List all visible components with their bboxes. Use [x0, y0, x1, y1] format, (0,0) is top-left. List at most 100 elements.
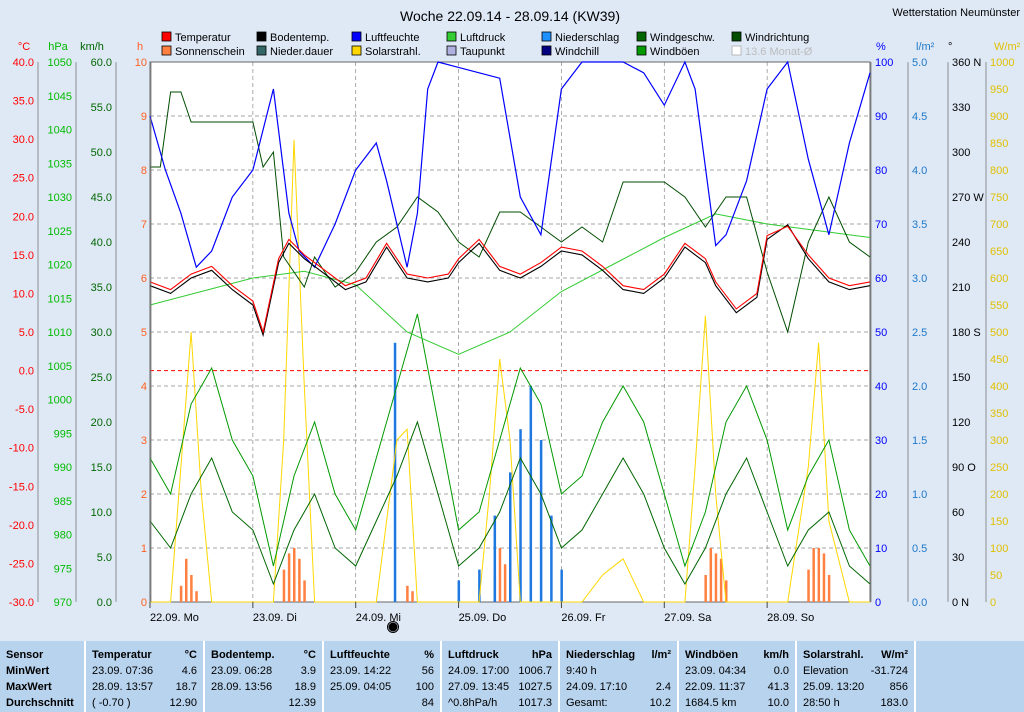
axis-tick-humidity: 50	[875, 327, 887, 339]
stats-label-min: MinWert	[6, 665, 50, 677]
axis-tick-solar: 850	[990, 138, 1008, 150]
axis-unit-humidity: %	[876, 41, 886, 53]
moon-phase-ring	[387, 621, 399, 633]
legend-label: 13.6 Monat-Ø	[745, 46, 813, 58]
axis-tick-sun: 1	[141, 543, 147, 555]
stats-cell-right: 0.0	[773, 665, 789, 677]
day-label: 27.09. Sa	[664, 612, 712, 624]
axis-tick-direction: 120	[952, 417, 970, 429]
stats-column: Bodentemp. °C 23.09. 06:28 3.9 28.09. 13:56 1…	[205, 641, 324, 712]
sunshine-bar	[498, 548, 502, 602]
stats-label-max: MaxWert	[6, 681, 52, 693]
axis-tick-wind: 50.0	[91, 147, 112, 159]
axis-tick-solar: 550	[990, 300, 1008, 312]
axis-tick-sun: 6	[141, 273, 147, 285]
axis-tick-solar: 0	[990, 597, 996, 609]
axis-tick-solar: 50	[990, 570, 1002, 582]
axis-tick-pressure: 1025	[48, 226, 72, 238]
stats-cell-right: 84	[421, 697, 434, 709]
stats-cell-right: 56	[421, 665, 434, 677]
sunshine-bar	[298, 558, 301, 602]
stats-cell-left: Bodentemp.	[211, 649, 275, 661]
axes: 40.035.030.025.020.015.010.05.00.0-5.0-1…	[9, 41, 1021, 609]
axis-tick-direction: 300	[952, 147, 970, 159]
wind-gust-line	[149, 313, 871, 568]
axis-tick-direction: 330	[952, 102, 970, 114]
axis-tick-temp: -25.0	[9, 558, 34, 570]
axis-tick-direction: 150	[952, 372, 970, 384]
weather-chart: 40.035.030.025.020.015.010.05.00.0-5.0-1…	[8, 7, 1021, 633]
legend-swatch	[256, 31, 267, 42]
axis-tick-humidity: 40	[875, 381, 887, 393]
axis-unit-direction: °	[948, 41, 952, 53]
sunshine-bar	[719, 558, 723, 602]
sunshine-bar	[827, 575, 831, 602]
axis-tick-temp: 25.0	[13, 173, 34, 185]
legend-swatch	[351, 45, 362, 56]
stats-cell-right: 10.2	[649, 697, 671, 709]
axis-tick-solar: 1000	[990, 57, 1014, 69]
axis-tick-direction: 240	[952, 237, 970, 249]
axis-tick-rain: 1.0	[912, 489, 927, 501]
axis-tick-rain: 4.5	[912, 111, 927, 123]
stats-column: Luftfeuchte% 23.09. 14:22 56 25.09. 04:05 10…	[324, 641, 442, 712]
sunshine-bar	[714, 553, 718, 602]
stats-cell-right: km/h	[763, 649, 789, 661]
sunshine-bar	[287, 553, 291, 602]
rain-bar	[457, 580, 461, 602]
axis-unit-rain: l/m²	[916, 41, 935, 53]
axis-tick-wind: 0.0	[97, 597, 112, 609]
axis-tick-humidity: 100	[875, 57, 893, 69]
axis-tick-sun: 4	[141, 381, 147, 393]
axis-tick-pressure: 1010	[48, 327, 72, 339]
stats-cell-right: 1006.7	[518, 665, 552, 677]
stats-cell-left: 28.09. 13:56	[211, 681, 273, 693]
rain-bar	[529, 386, 533, 602]
axis-tick-wind: 10.0	[91, 507, 112, 519]
stats-cell-right: 41.3	[767, 681, 789, 693]
axis-tick-solar: 250	[990, 462, 1008, 474]
legend-swatch	[161, 31, 172, 42]
stats-cell-right: 856	[889, 681, 908, 693]
rain-bar	[550, 515, 553, 602]
day-label: 22.09. Mo	[150, 612, 199, 624]
day-label: 24.09. Mi	[356, 612, 401, 624]
axis-tick-temp: 20.0	[13, 211, 34, 223]
axis-tick-solar: 650	[990, 246, 1008, 258]
axis-tick-rain: 3.0	[912, 273, 927, 285]
legend-label: Windgeschw.	[650, 32, 715, 44]
stats-cell-left: 24.09. 17:10	[566, 681, 628, 693]
axis-tick-wind: 60.0	[91, 57, 112, 69]
axis-unit-temp: °C	[18, 41, 30, 53]
legend-label: Taupunkt	[460, 46, 505, 58]
axis-tick-pressure: 995	[54, 428, 72, 440]
stats-cell-left: 24.09. 17:00	[448, 665, 510, 677]
axis-tick-temp: 5.0	[19, 327, 34, 339]
axis-tick-solar: 300	[990, 435, 1008, 447]
axis-tick-temp: -30.0	[9, 597, 34, 609]
axis-tick-direction: 270 W	[952, 192, 984, 204]
pressure-line	[149, 213, 871, 355]
axis-tick-solar: 750	[990, 192, 1008, 204]
rain-bar	[509, 472, 512, 602]
legend-swatch	[541, 45, 552, 56]
axis-tick-wind: 55.0	[91, 102, 112, 114]
axis-tick-pressure: 1000	[48, 395, 72, 407]
axis-tick-pressure: 1050	[48, 57, 72, 69]
legend-label: Sonnenschein	[175, 46, 245, 58]
stats-cell-right: °C	[303, 649, 316, 661]
sunshine-bar	[406, 585, 409, 602]
axis-tick-direction: 0 N	[952, 597, 969, 609]
axis-tick-temp: -5.0	[15, 404, 34, 416]
axis-tick-pressure: 980	[54, 530, 72, 542]
axis-tick-temp: -15.0	[9, 481, 34, 493]
stats-cell-left: Luftfeuchte	[330, 649, 390, 661]
axis-tick-direction: 180 S	[952, 327, 981, 339]
axis-tick-wind: 5.0	[97, 552, 112, 564]
stats-cell-left: Luftdruck	[448, 649, 499, 661]
axis-unit-solar: W/m²	[994, 41, 1021, 53]
stats-cell-left: 22.09. 11:37	[685, 681, 746, 693]
solar-radiation-line	[150, 139, 870, 603]
stats-cell-left: Gesamt:	[566, 697, 608, 709]
sunshine-bar	[195, 591, 198, 602]
